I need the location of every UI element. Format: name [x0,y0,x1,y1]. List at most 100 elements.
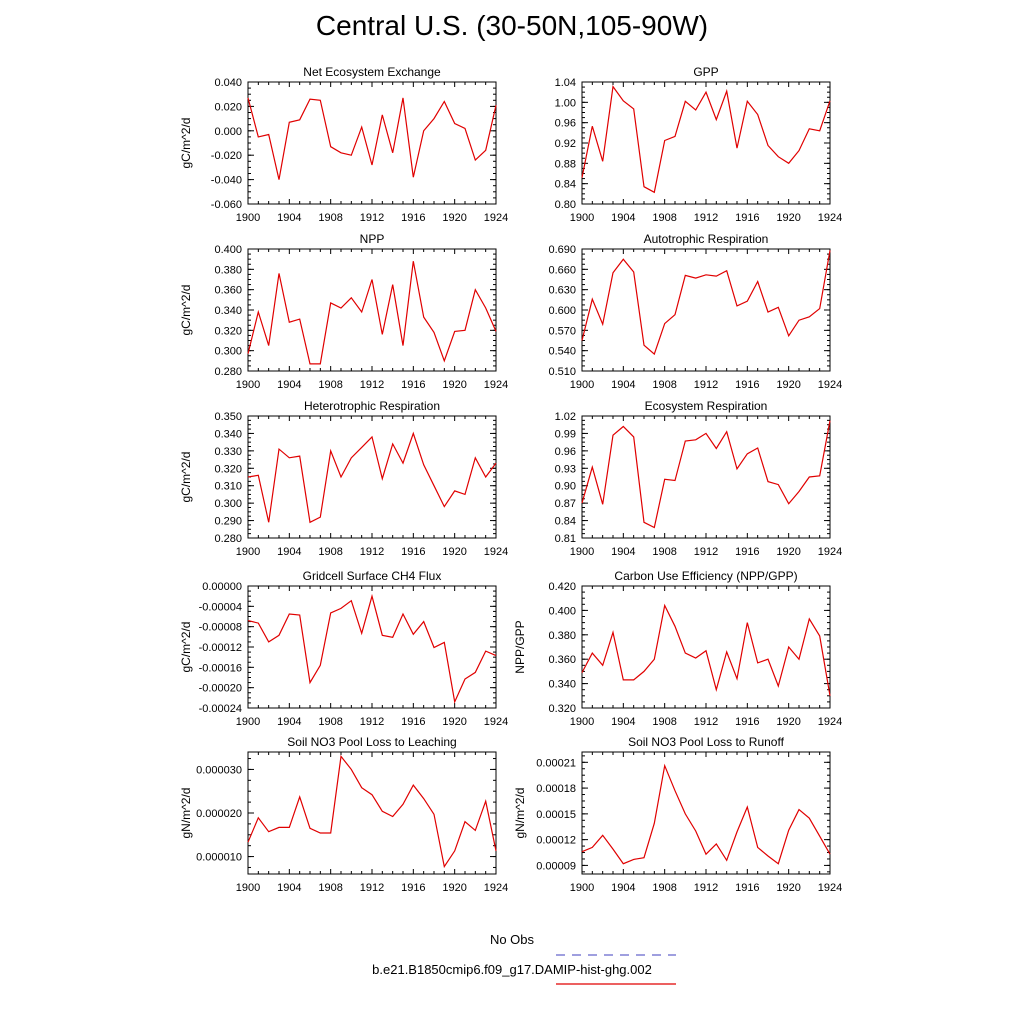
x-tick-label: 1916 [401,882,425,894]
x-tick-label: 1900 [236,882,260,894]
y-tick-label: 0.00009 [536,860,576,872]
x-tick-label: 1924 [484,716,508,728]
y-tick-label: 0.00021 [536,757,576,769]
y-tick-label: -0.00016 [199,662,242,674]
panel-5: Heterotrophic Respiration gC/m^2/d 1900 190… [179,399,508,558]
panel-title: Soil NO3 Pool Loss to Leaching [287,735,456,749]
y-tick-label: -0.00020 [199,683,242,695]
plot-frame [247,585,497,709]
y-tick-label: 0.510 [548,366,576,378]
panel-6: Ecosystem Respiration 1900 1904 1908 1912 191… [555,399,843,558]
y-axis-label: gC/m^2/d [179,285,193,336]
x-tick-label: 1912 [694,212,718,224]
x-tick-label: 1920 [442,212,466,224]
x-tick-label: 1908 [318,379,342,391]
x-tick-label: 1912 [694,379,718,391]
y-tick-label: -0.00012 [199,642,242,654]
panel-title: Carbon Use Efficiency (NPP/GPP) [614,569,797,583]
x-tick-label: 1916 [735,882,759,894]
y-tick-label: 0.000 [214,126,242,138]
series-line [247,431,497,524]
y-tick-label: 0.280 [214,366,242,378]
y-tick-label: 0.660 [548,264,576,276]
plot-frame [247,751,497,875]
y-tick-label: 0.380 [548,630,576,642]
y-tick-label: 0.81 [555,533,576,545]
panel-title: Heterotrophic Respiration [304,399,440,413]
x-tick-label: 1916 [735,546,759,558]
y-axis-label: NPP/GPP [513,620,527,673]
x-tick-label: 1904 [611,716,635,728]
y-tick-label: -0.040 [211,175,242,187]
x-tick-label: 1904 [277,546,301,558]
y-tick-label: 0.00012 [536,835,576,847]
panel-4: Autotrophic Respiration 1900 1904 1908 1912 1… [548,232,842,391]
y-tick-label: 0.340 [214,428,242,440]
x-tick-label: 1900 [236,716,260,728]
y-tick-label: 0.000030 [196,764,242,776]
y-axis-label: gN/m^2/d [179,788,193,839]
x-tick-label: 1908 [652,546,676,558]
y-tick-label: 0.320 [214,325,242,337]
y-tick-label: 0.80 [555,199,576,211]
panel-1: Net Ecosystem Exchange gC/m^2/d 1900 1904 19… [179,65,508,224]
x-tick-label: 1908 [652,212,676,224]
plot-frame [247,248,497,372]
y-tick-label: 0.00018 [536,783,576,795]
x-tick-label: 1912 [694,882,718,894]
x-tick-label: 1904 [277,882,301,894]
plot-frame [581,81,831,205]
y-tick-label: 0.330 [214,446,242,458]
x-tick-label: 1912 [360,379,384,391]
y-tick-label: 1.00 [555,97,576,109]
x-tick-label: 1908 [318,212,342,224]
legend [556,954,676,985]
y-tick-label: 0.300 [214,346,242,358]
x-tick-label: 1916 [401,212,425,224]
x-tick-label: 1904 [611,546,635,558]
panel-9: Soil NO3 Pool Loss to Leaching gN/m^2/d 19… [179,735,508,894]
x-tick-label: 1904 [277,379,301,391]
x-tick-label: 1908 [652,882,676,894]
x-tick-label: 1916 [401,546,425,558]
x-tick-label: 1920 [776,212,800,224]
y-tick-label: 0.690 [548,244,576,256]
y-axis-label: gN/m^2/d [513,788,527,839]
y-tick-label: 0.000010 [196,852,242,864]
panel-title: GPP [693,65,718,79]
panel-7: Gridcell Surface CH4 Flux gC/m^2/d 1900 190… [179,569,508,728]
panel-2: GPP 1900 1904 1908 1912 1916 1920 1924 0.80 0.84 0… [555,65,843,224]
x-tick-label: 1912 [360,882,384,894]
series-line [581,603,831,696]
x-tick-label: 1908 [652,716,676,728]
x-tick-label: 1900 [236,546,260,558]
figure-title: Central U.S. (30-50N,105-90W) [315,10,709,41]
y-tick-label: 0.88 [555,158,576,170]
x-tick-label: 1924 [818,379,842,391]
series-line [247,261,497,365]
panel-title: NPP [360,232,385,246]
y-tick-label: 0.96 [555,118,576,130]
series-line [581,420,831,529]
y-tick-label: 0.000020 [196,808,242,820]
y-tick-label: 0.340 [214,305,242,317]
x-tick-label: 1920 [442,546,466,558]
x-tick-label: 1924 [818,882,842,894]
x-tick-label: 1916 [735,379,759,391]
panel-10: Soil NO3 Pool Loss to Runoff gN/m^2/d 1900… [513,735,842,894]
panel-title: Net Ecosystem Exchange [303,65,441,79]
x-tick-label: 1908 [318,546,342,558]
plot-frame [247,415,497,539]
y-tick-label: 0.99 [555,428,576,440]
panel-3: NPP gC/m^2/d 1900 1904 1908 1912 1916 1920 1924 0… [179,232,508,391]
y-axis-label: gC/m^2/d [179,118,193,169]
y-tick-label: 1.02 [555,411,576,423]
y-tick-label: 0.350 [214,411,242,423]
x-tick-label: 1904 [277,212,301,224]
y-tick-label: 0.020 [214,101,242,113]
y-tick-label: 1.04 [555,77,576,89]
x-tick-label: 1904 [611,212,635,224]
x-tick-label: 1924 [484,546,508,558]
